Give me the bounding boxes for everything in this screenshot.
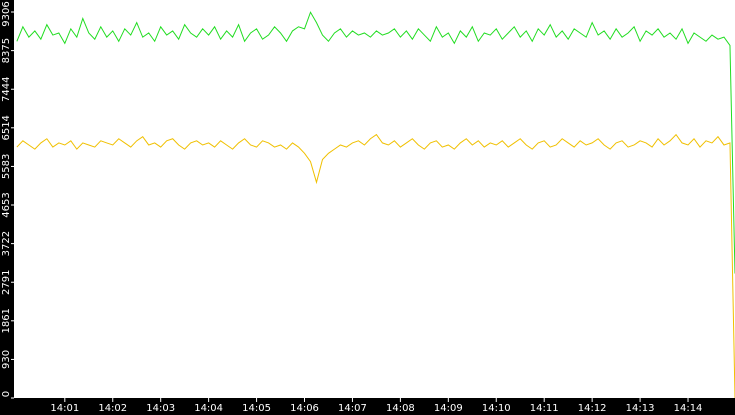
- x-tick-label: 14:02: [98, 403, 127, 414]
- x-tick-label: 14:05: [242, 403, 271, 414]
- y-tick-label: 5583: [1, 154, 12, 179]
- x-tick-label: 14:10: [482, 403, 511, 414]
- y-tick-label: 8375: [1, 38, 12, 63]
- x-tick-label: 14:13: [626, 403, 655, 414]
- x-tick-label: 14:14: [674, 403, 703, 414]
- series-line: [16, 133, 735, 399]
- x-tick-label: 14:07: [338, 403, 367, 414]
- y-tick-label: 6514: [1, 115, 12, 140]
- y-tick-label: 4653: [1, 192, 12, 217]
- x-tick-label: 14:06: [290, 403, 319, 414]
- y-tick-label: 2791: [1, 270, 12, 295]
- x-tick-label: 14:11: [530, 403, 559, 414]
- y-tick-label: 1861: [1, 308, 12, 333]
- x-tick-label: 14:12: [578, 403, 607, 414]
- y-tick-label: 7444: [1, 77, 12, 102]
- y-tick-label: 930: [1, 350, 12, 369]
- x-tick-label: 14:04: [194, 403, 223, 414]
- series-line: [16, 11, 735, 274]
- y-tick-label: 9306: [1, 1, 12, 26]
- y-tick-label: 0: [1, 391, 12, 397]
- x-tick-label: 14:03: [146, 403, 175, 414]
- x-axis-strip: [0, 398, 735, 415]
- x-tick-label: 14:01: [50, 403, 79, 414]
- y-tick-label: 3722: [1, 231, 12, 256]
- x-tick-label: 14:09: [434, 403, 463, 414]
- x-tick-label: 14:08: [386, 403, 415, 414]
- y-axis-strip: [0, 0, 14, 415]
